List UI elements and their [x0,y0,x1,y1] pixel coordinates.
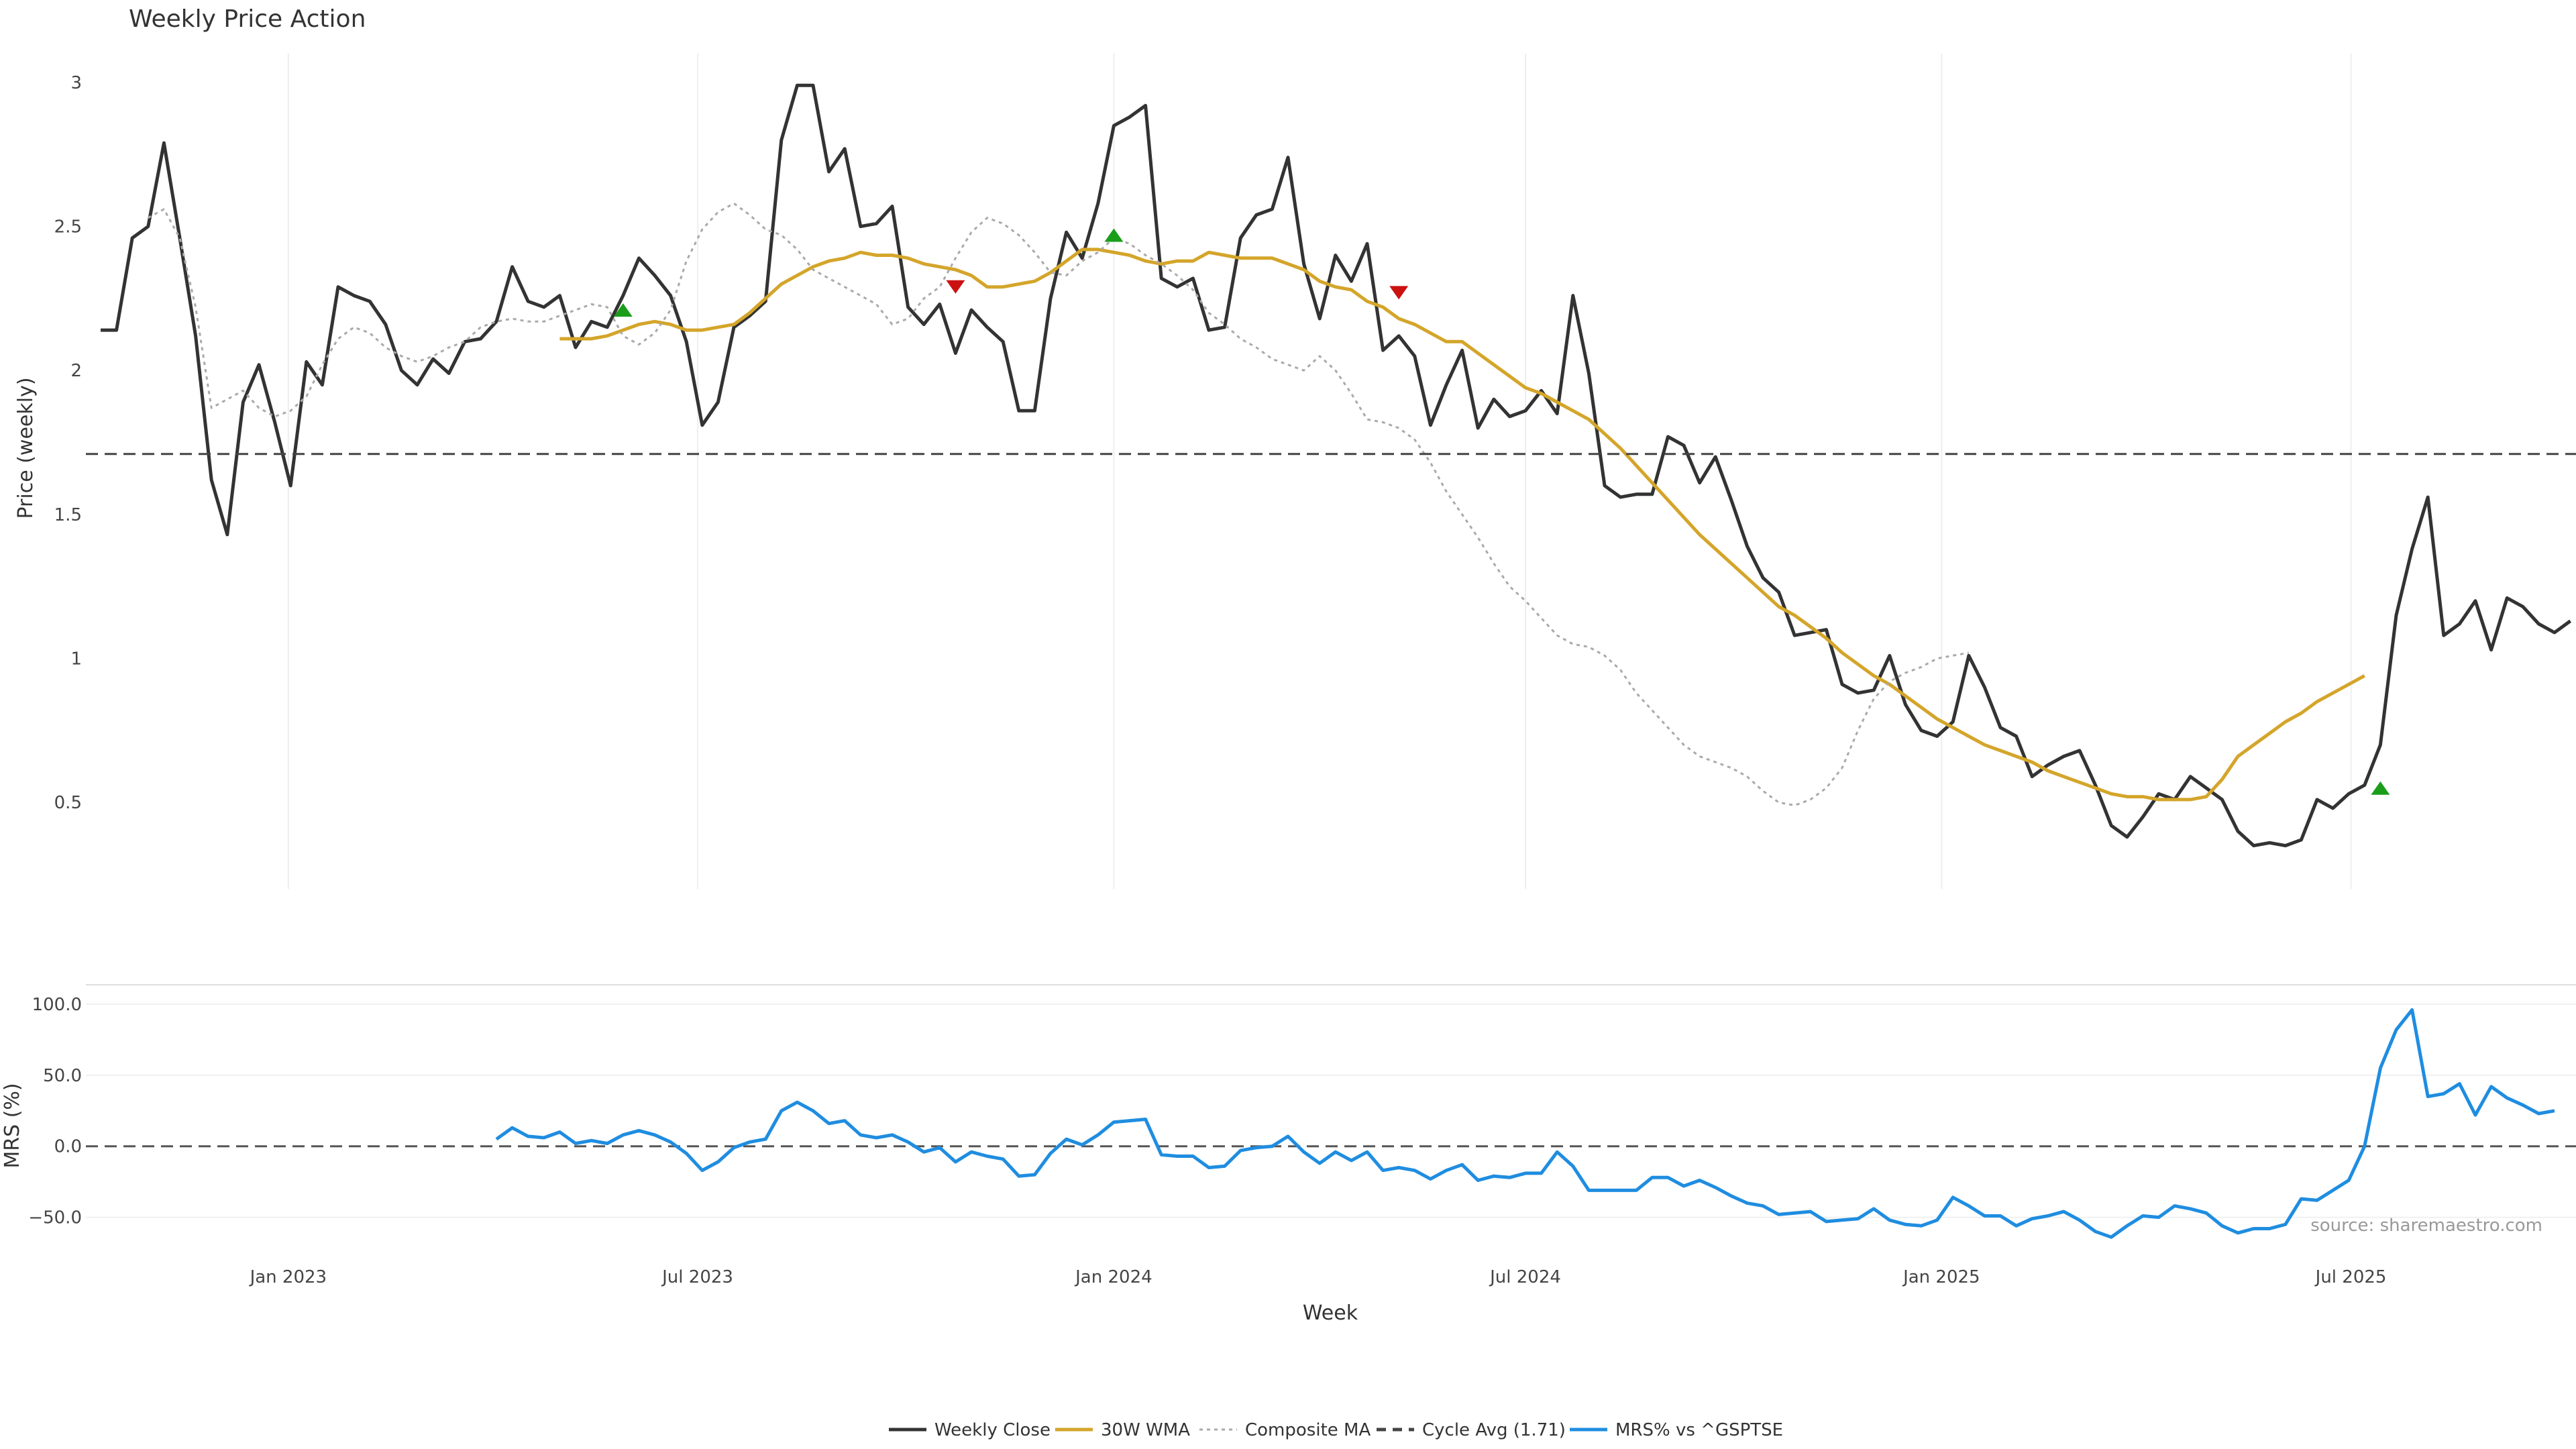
mrs-y-tick-label: 0.0 [54,1137,82,1157]
price-y-axis-label: Price (weekly) [14,377,38,519]
price-y-tick-label: 2.5 [54,217,82,237]
price-y-tick-label: 3 [70,73,82,93]
legend-label: Cycle Avg (1.71) [1422,1420,1566,1440]
price-y-tick-label: 1 [70,649,82,669]
price-y-tick-label: 1.5 [54,505,82,525]
x-tick-label: Jan 2023 [249,1267,327,1287]
wma-30w-line [559,248,2365,802]
sell-signal-marker [1389,286,1409,300]
x-axis-ticks: Jan 2023 Jul 2023 Jan 2024 Jul 2024 Jan 2025… [249,1267,2387,1287]
price-panel: 0.5 1 1.5 2 2.5 3 [54,73,2576,848]
chart-title: Weekly Price Action [129,5,366,33]
grid [86,54,2576,1218]
buy-signal-marker [1104,228,1124,242]
legend: Weekly Close 30W WMA Composite MA Cycle Avg… [889,1420,1783,1440]
mrs-panel: 100.0 50.0 0.0 −50.0 [28,995,2576,1239]
price-y-tick-label: 2 [70,361,82,381]
x-tick-label: Jul 2024 [1489,1267,1561,1287]
sell-signal-marker [946,280,965,294]
mrs-y-tick-label: −50.0 [28,1208,82,1228]
legend-label: 30W WMA [1101,1420,1190,1440]
legend-label: MRS% vs ^GSPTSE [1615,1420,1783,1440]
x-tick-label: Jan 2025 [1902,1267,1980,1287]
legend-item-weekly-close: Weekly Close [889,1420,1051,1440]
mrs-y-tick-label: 100.0 [32,995,82,1015]
mrs-y-axis-label: MRS (%) [1,1083,24,1168]
price-y-tick-label: 0.5 [54,793,82,813]
x-tick-label: Jul 2023 [661,1267,733,1287]
legend-item-wma-30w: 30W WMA [1055,1420,1190,1440]
buy-signal-marker [2371,781,2390,795]
legend-label: Composite MA [1245,1420,1371,1440]
legend-label: Weekly Close [934,1420,1051,1440]
x-tick-label: Jul 2025 [2314,1267,2387,1287]
buy-signal-marker [613,303,633,317]
x-axis-label: Week [1303,1301,1358,1325]
mrs-y-tick-label: 50.0 [43,1066,82,1086]
legend-item-cycle-avg: Cycle Avg (1.71) [1377,1420,1566,1440]
source-text: source: sharemaestro.com [2310,1216,2542,1236]
mrs-line [495,1008,2555,1239]
x-tick-label: Jan 2024 [1074,1267,1152,1287]
weekly-close-line [101,83,2572,848]
legend-item-mrs-gsptse: MRS% vs ^GSPTSE [1570,1420,1783,1440]
composite-ma-line [148,202,1970,806]
legend-item-composite-ma: Composite MA [1199,1420,1371,1440]
